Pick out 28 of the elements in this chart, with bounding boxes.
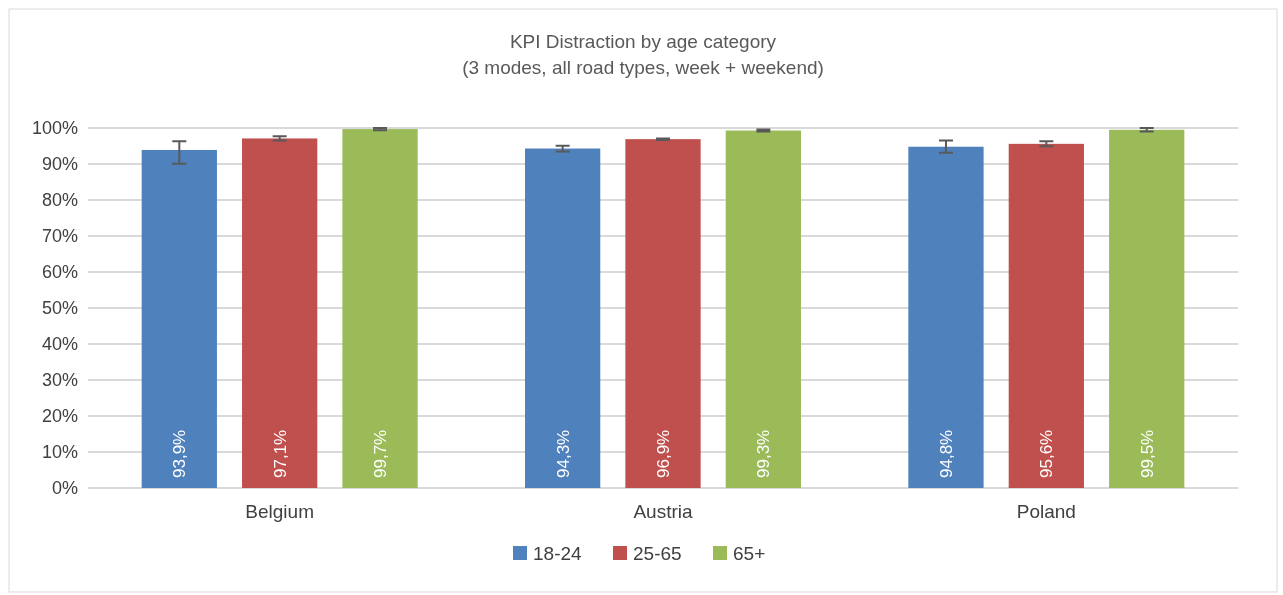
y-tick-label: 60% [41,262,78,283]
y-tick-label: 50% [41,298,78,319]
data-label: 93,9% [170,429,190,478]
data-label: 94,8% [936,429,956,478]
data-label: 94,3% [553,429,573,478]
data-label: 99,5% [1137,429,1157,478]
y-tick-label: 20% [41,406,78,427]
data-label: 99,3% [754,429,774,478]
x-tick-label: Poland [1016,501,1076,522]
y-tick-label: 90% [41,154,78,175]
data-label: 96,9% [653,429,673,478]
chart-title: KPI Distraction by age category [509,31,777,52]
data-label: 97,1% [270,429,290,478]
legend-label: 18-24 [533,542,583,564]
y-tick-label: 100% [31,118,78,139]
data-label: 99,7% [370,429,390,478]
y-tick-label: 10% [41,442,78,463]
y-tick-label: 40% [41,334,78,355]
x-tick-label: Belgium [245,501,314,522]
chart-subtitle: (3 modes, all road types, week + weekend) [462,57,824,78]
data-label: 95,6% [1037,429,1057,478]
x-tick-label: Austria [633,501,693,522]
legend-label: 25-65 [633,542,682,564]
y-tick-label: 80% [41,190,78,211]
y-tick-label: 0% [51,478,78,499]
y-tick-label: 30% [41,370,78,391]
legend-label: 65+ [733,542,766,564]
y-tick-label: 70% [41,226,78,247]
